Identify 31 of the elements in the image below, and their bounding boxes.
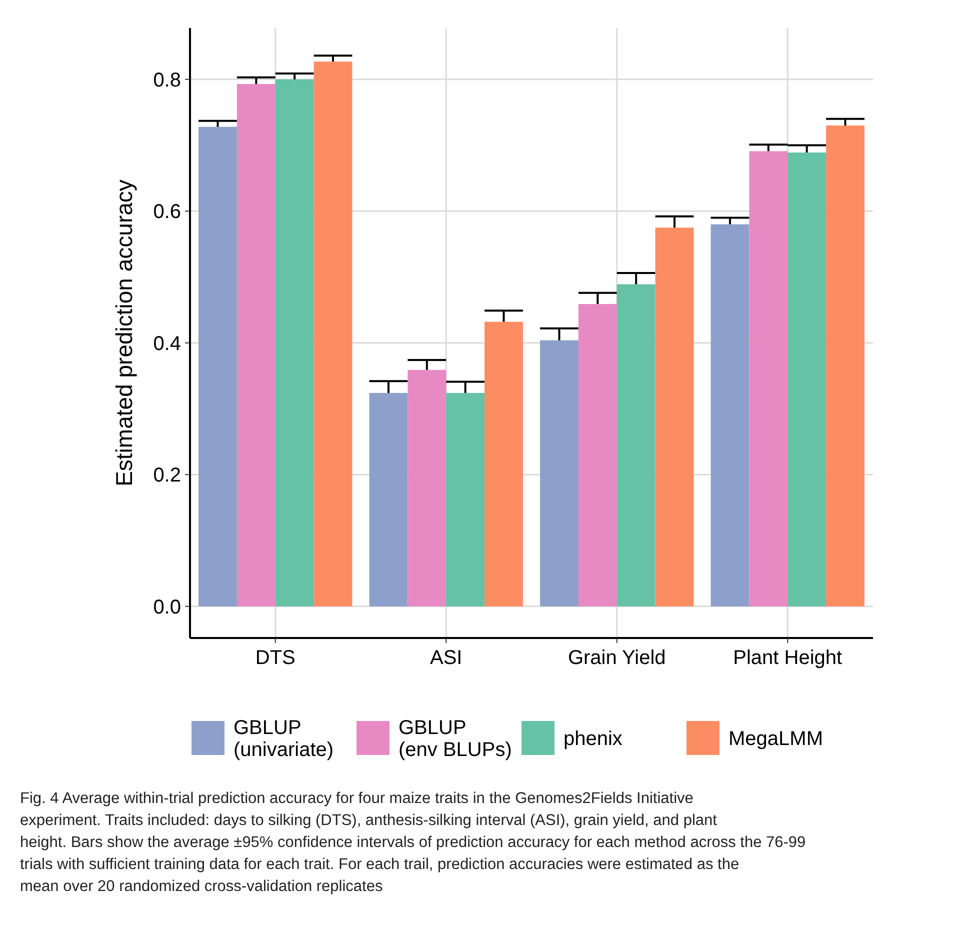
y-axis-title: Estimated prediction accuracy xyxy=(111,179,137,486)
x-tick-label: Plant Height xyxy=(733,647,843,669)
bar xyxy=(578,304,617,606)
x-tick-label: DTS xyxy=(255,647,296,669)
bar xyxy=(369,392,408,606)
bar xyxy=(236,84,276,606)
y-tick-label: 0.4 xyxy=(153,332,181,355)
bar xyxy=(540,340,578,606)
y-tick-label: 0.6 xyxy=(153,201,181,224)
legend-label: GBLUP (univariate) xyxy=(234,717,334,761)
bar xyxy=(198,126,237,606)
y-tick-label: 0.2 xyxy=(153,464,181,487)
bar xyxy=(446,392,485,606)
bar xyxy=(826,125,864,606)
bar xyxy=(275,79,314,606)
y-tick-label: 0.8 xyxy=(153,69,181,92)
bar xyxy=(710,224,750,606)
caption: Fig. 4 Average within-trial prediction accuracy for four maize traits in the Genomes2Fields Initiative experiment. Traits included: days to silking (DTS), anthesis-silking interval (ASI), grain yield, and plant height. Bars show the average ±95% confidence intervals of prediction accuracy for each method across the 76-99 trials with sufficient training data for each trait. For each trail, prediction accuracies were estimated as the mean over 20 randomized cross-validation replicates xyxy=(20,790,806,895)
bar xyxy=(484,322,523,606)
x-tick-label: ASI xyxy=(430,647,462,669)
bar xyxy=(655,228,694,606)
bar xyxy=(408,370,446,606)
bar xyxy=(616,284,656,606)
y-tick-label: 0.0 xyxy=(153,596,181,618)
legend-label: GBLUP (env BLUPs) xyxy=(398,717,512,761)
legend-label: MegaLMM xyxy=(728,728,823,750)
legend-label: phenix xyxy=(564,728,622,750)
bar xyxy=(749,151,788,606)
bar xyxy=(788,152,826,606)
x-tick-label: Grain Yield xyxy=(568,647,666,669)
bar xyxy=(314,62,352,606)
